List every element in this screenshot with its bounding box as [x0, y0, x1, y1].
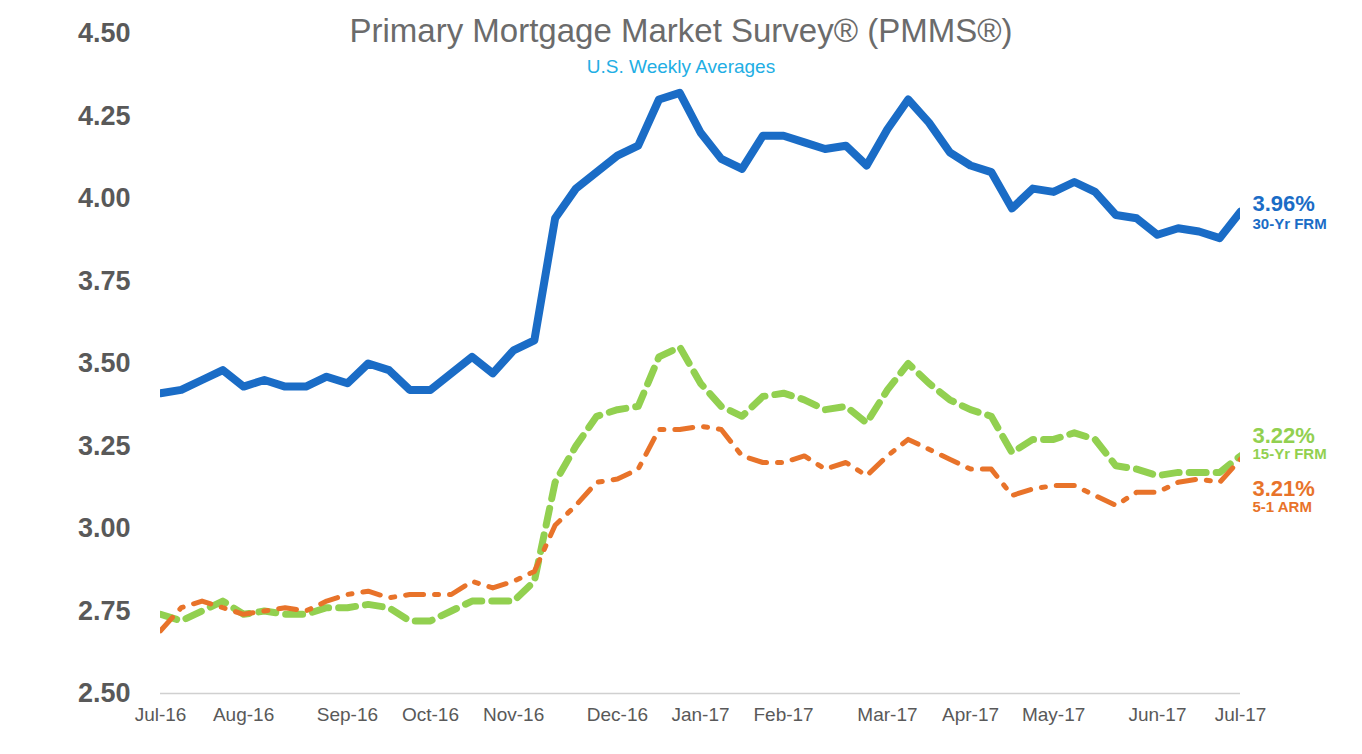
svg-text:3.21%: 3.21%: [1252, 476, 1315, 502]
svg-text:3.96%: 3.96%: [1253, 191, 1315, 216]
svg-text:4.00: 4.00: [78, 183, 131, 213]
svg-text:4.25: 4.25: [78, 101, 131, 131]
svg-text:2.50: 2.50: [78, 678, 131, 708]
svg-text:3.50: 3.50: [78, 348, 131, 378]
svg-text:Jun-17: Jun-17: [1128, 704, 1186, 725]
svg-text:Jul-17: Jul-17: [1215, 704, 1267, 725]
svg-text:Mar-17: Mar-17: [857, 704, 917, 725]
svg-text:Feb-17: Feb-17: [753, 704, 813, 725]
svg-text:May-17: May-17: [1022, 704, 1085, 725]
svg-text:Jan-17: Jan-17: [671, 704, 729, 725]
svg-text:Sep-16: Sep-16: [317, 704, 378, 725]
svg-text:5-1 ARM: 5-1 ARM: [1253, 498, 1312, 515]
svg-text:Apr-17: Apr-17: [942, 704, 999, 725]
svg-text:30-Yr FRM: 30-Yr FRM: [1253, 215, 1327, 232]
svg-text:3.25: 3.25: [78, 431, 131, 461]
svg-text:3.00: 3.00: [78, 513, 131, 543]
svg-text:Aug-16: Aug-16: [213, 704, 274, 725]
svg-text:3.22%: 3.22%: [1252, 422, 1315, 448]
html-text:Primary Mortgage Market Survey: Primary Mortgage Market Survey® (PMMS®): [349, 12, 1013, 49]
svg-text:2.75: 2.75: [78, 596, 131, 626]
svg-text:Nov-16: Nov-16: [483, 704, 544, 725]
svg-text:4.50: 4.50: [78, 18, 131, 48]
svg-text:Jul-16: Jul-16: [135, 704, 187, 725]
svg-text:3.75: 3.75: [78, 266, 131, 296]
html-text:U.S. Weekly Averages: U.S. Weekly Averages: [586, 56, 776, 77]
svg-text:Dec-16: Dec-16: [587, 704, 648, 725]
svg-text:Oct-16: Oct-16: [402, 704, 459, 725]
svg-text:15-Yr FRM: 15-Yr FRM: [1253, 445, 1327, 462]
